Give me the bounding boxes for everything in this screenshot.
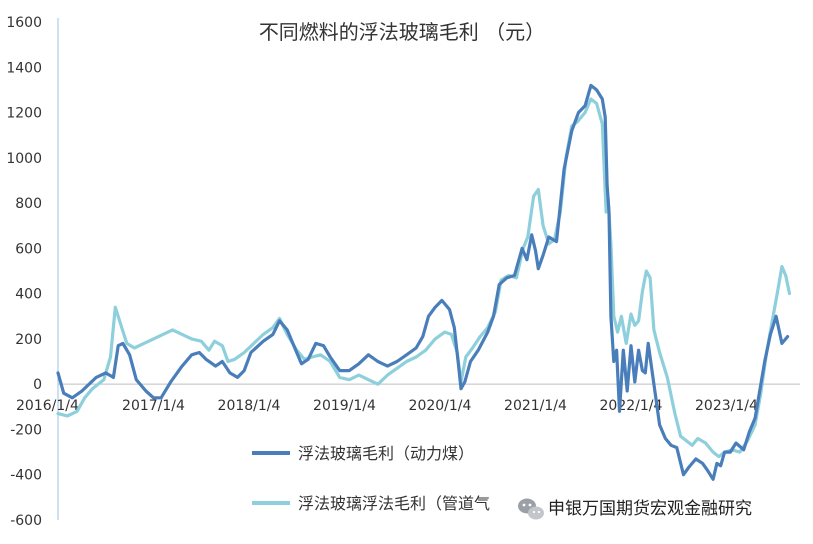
chart-title: 不同燃料的浮法玻璃毛利 （元） (259, 20, 545, 44)
wechat-icon (518, 498, 544, 520)
series-line-coal (56, 83, 790, 481)
y-tick-label: -400 (10, 468, 42, 484)
x-tick-label: 2020/1/4 (409, 398, 472, 414)
x-tick-label: 2017/1/4 (122, 398, 185, 414)
y-tick-label: -600 (10, 513, 42, 529)
y-tick-label: -200 (10, 422, 42, 438)
y-tick-label: 200 (15, 332, 42, 348)
y-tick-labels: 1600 1400 1200 1000 800 600 400 200 0 -200 -400 -60… (6, 15, 42, 529)
x-tick-label: 2019/1/4 (313, 398, 376, 414)
x-tick-labels: 2016/1/4 2017/1/4 2018/1/4 2019/1/4 2020/1/4… (16, 398, 758, 414)
y-tick-label: 0 (33, 377, 42, 393)
x-tick-label: 2018/1/4 (218, 398, 281, 414)
y-tick-label: 600 (15, 241, 42, 257)
legend-label: 浮法玻璃毛利（动力煤） (298, 444, 474, 463)
series-lines (56, 83, 792, 481)
x-tick-label: 2021/1/4 (504, 398, 567, 414)
x-tick-label: 2023/1/4 (695, 398, 758, 414)
x-tick-label: 2016/1/4 (16, 398, 79, 414)
y-tick-label: 800 (15, 196, 42, 212)
legend-label: 浮法玻璃浮法毛利（管道气 (298, 494, 490, 513)
legend: 浮法玻璃毛利（动力煤） 浮法玻璃浮法毛利（管道气 (252, 444, 490, 513)
y-tick-label: 1200 (6, 106, 42, 122)
watermark: 申银万国期货宏观金融研究 (518, 498, 752, 520)
y-tick-label: 1400 (6, 60, 42, 76)
y-tick-label: 400 (15, 287, 42, 303)
x-tick-label: 2022/1/4 (600, 398, 663, 414)
watermark-text: 申银万国期货宏观金融研究 (548, 499, 752, 519)
y-tick-label: 1000 (6, 151, 42, 167)
y-tick-label: 1600 (6, 15, 42, 31)
